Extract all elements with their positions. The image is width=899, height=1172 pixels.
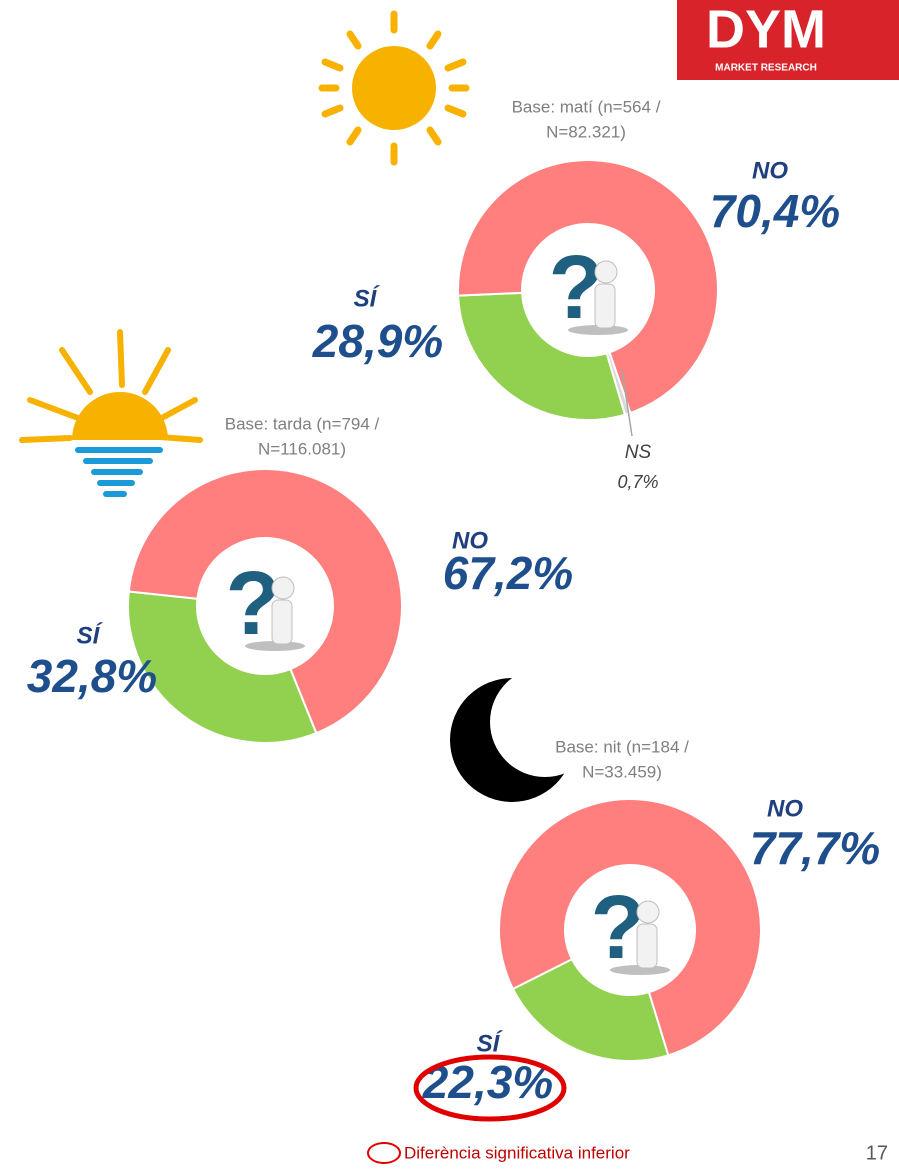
value-label: 70,4% — [710, 185, 840, 237]
icon-body — [595, 284, 615, 328]
sunset-icon — [22, 332, 200, 494]
page-number: 17 — [866, 1142, 888, 1164]
chart-subtitle: N=33.459) — [582, 762, 662, 781]
logo: DYM MARKET RESEARCH — [677, 0, 899, 80]
question-icon: ? — [549, 238, 628, 338]
category-label: SÍ — [477, 1029, 504, 1057]
slide: DYM MARKET RESEARCH SÍ28,9%NO70,4%NS0,7%… — [0, 0, 899, 1172]
sun-icon — [322, 14, 466, 162]
chart-subtitle: Base: tarda (n=794 / — [225, 414, 380, 433]
value-label: 28,9% — [312, 315, 443, 367]
value-label: 0,7% — [617, 472, 658, 492]
icon-head — [595, 261, 617, 283]
icon-body — [272, 600, 292, 644]
value-label: 32,8% — [27, 650, 157, 702]
value-label: 77,7% — [750, 822, 880, 874]
category-label: NS — [625, 442, 652, 463]
logo-name: DYM — [706, 0, 826, 59]
category-label: SÍ — [77, 621, 104, 649]
icon-head — [272, 577, 294, 599]
question-icon: ? — [226, 554, 305, 654]
category-label: SÍ — [354, 284, 381, 312]
icon-head — [637, 901, 659, 923]
legend-text: Diferència significativa inferior — [404, 1143, 630, 1162]
chart-subtitle: N=82.321) — [546, 122, 626, 141]
icon-body — [637, 924, 657, 968]
legend-marker — [368, 1143, 400, 1163]
chart-subtitle: Base: nit (n=184 / — [555, 737, 689, 756]
question-icon: ? — [591, 878, 670, 978]
logo-tagline: MARKET RESEARCH — [715, 63, 817, 74]
chart-subtitle: N=116.081) — [258, 439, 346, 458]
chart-subtitle: Base: matí (n=564 / — [512, 97, 661, 116]
moon-icon — [450, 667, 600, 802]
value-label: 67,2% — [443, 547, 573, 599]
category-label: NO — [752, 157, 788, 184]
category-label: NO — [767, 795, 803, 822]
